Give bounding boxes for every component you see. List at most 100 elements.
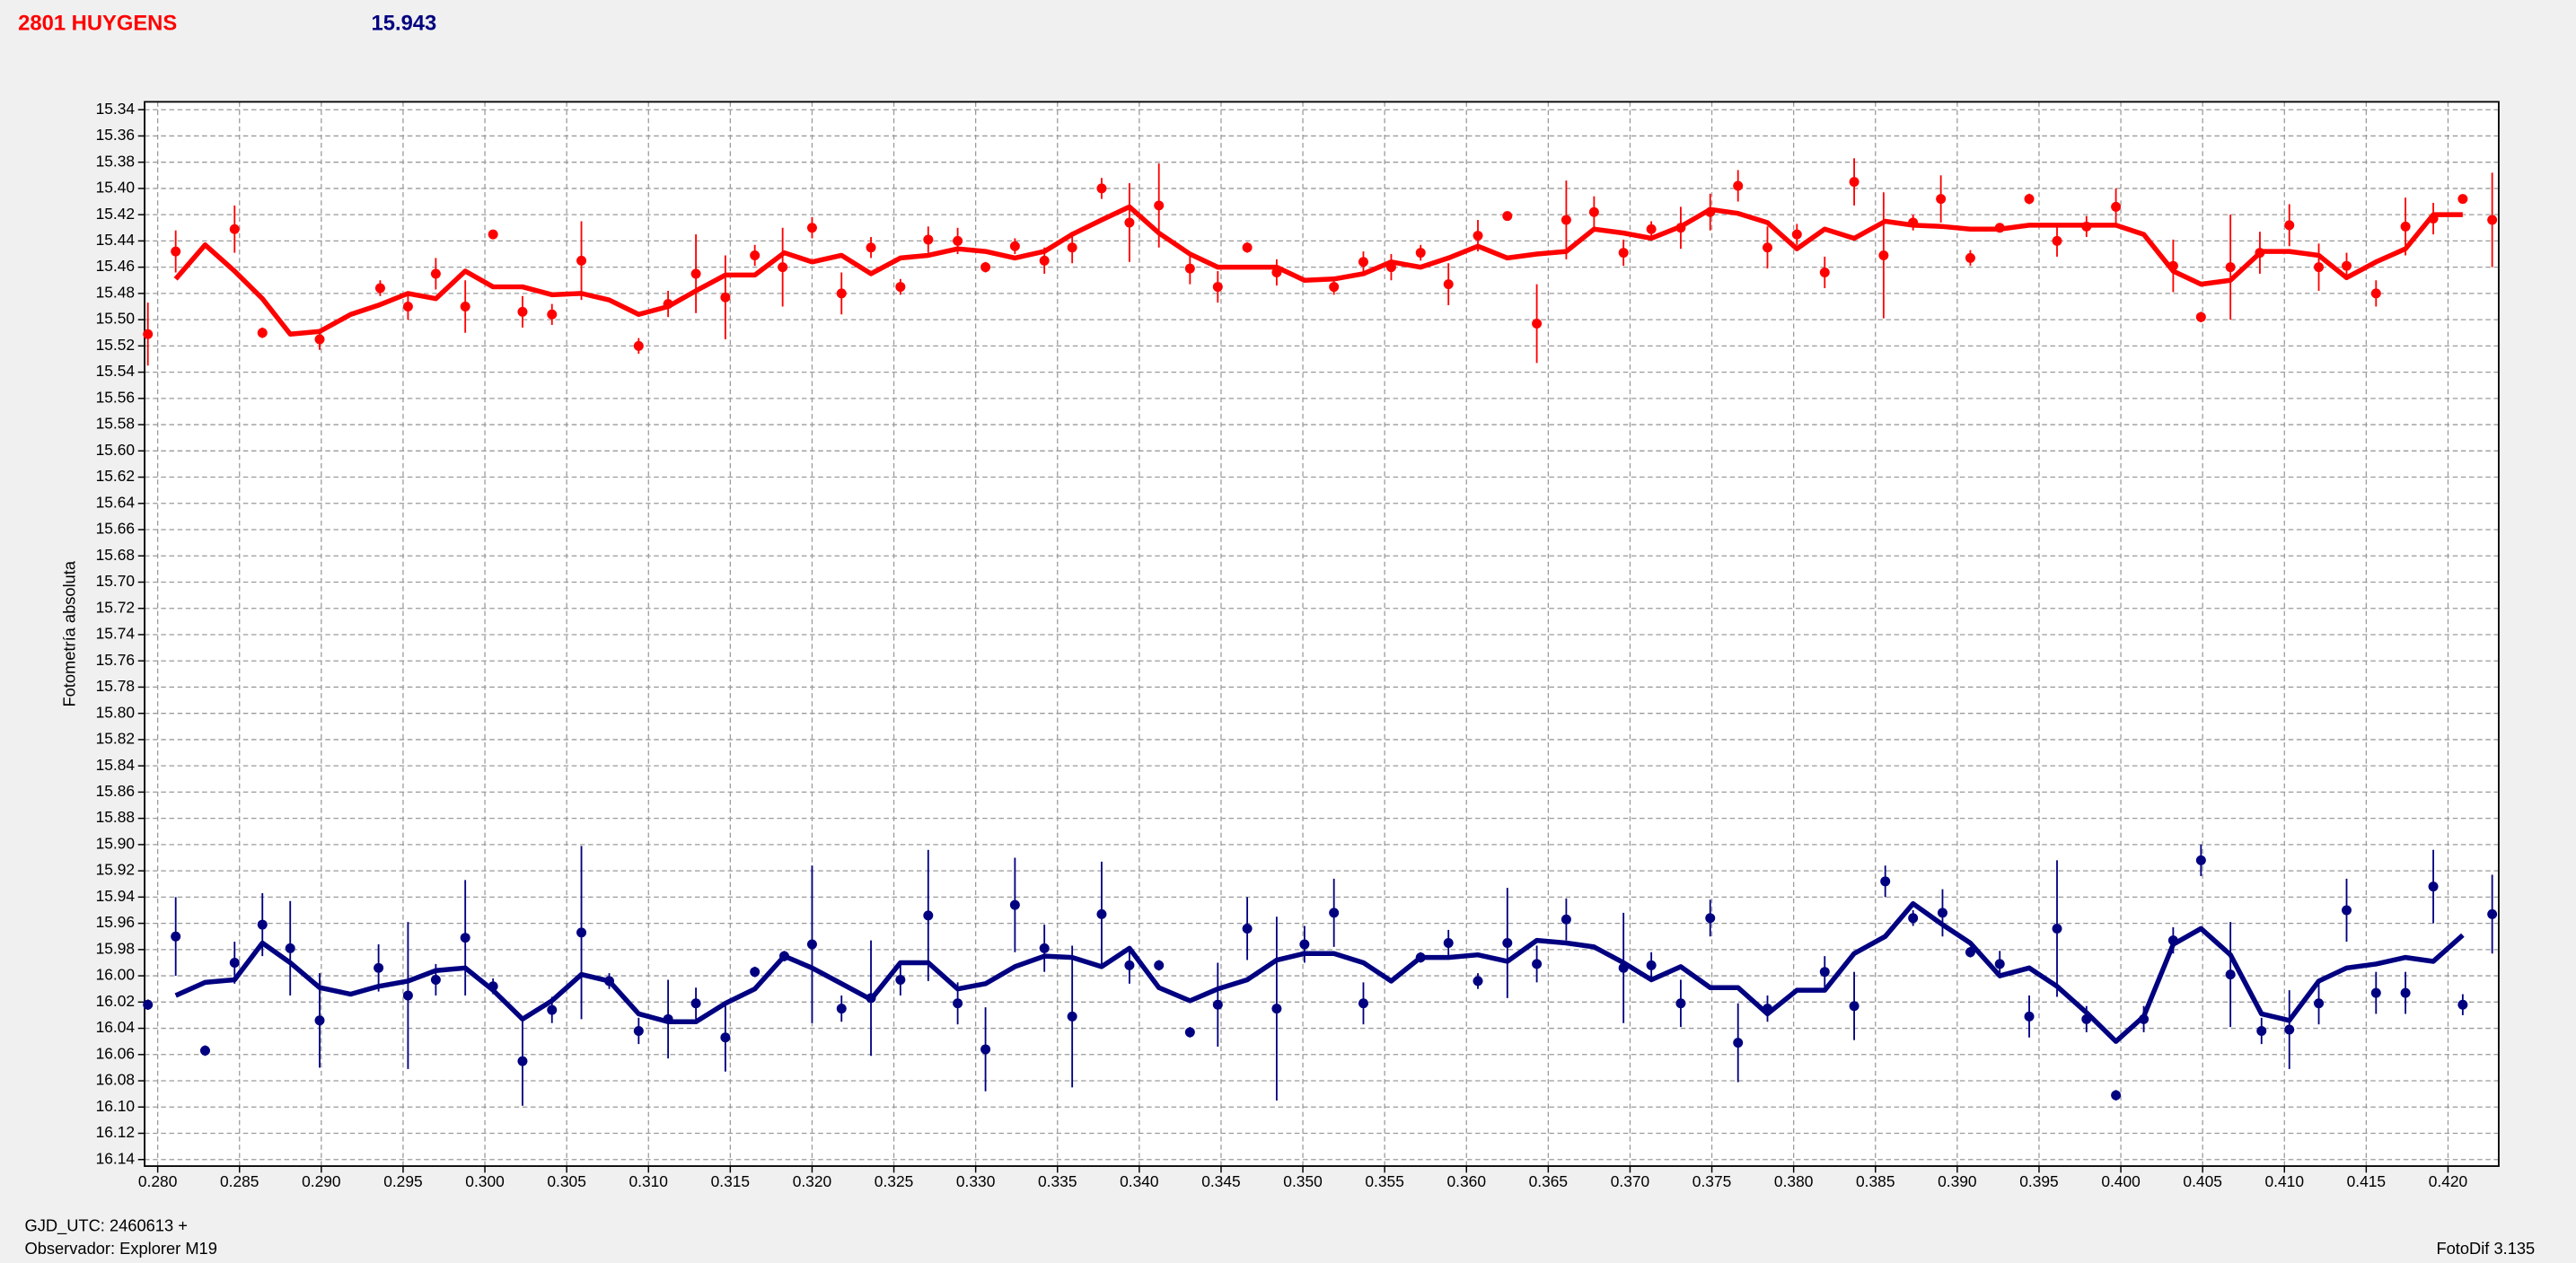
y-tick-label: 15.50 xyxy=(96,310,135,328)
data-point xyxy=(1561,914,1571,925)
data-point xyxy=(460,302,470,311)
data-point xyxy=(1965,947,1975,958)
data-point xyxy=(517,306,528,317)
data-point xyxy=(633,340,644,351)
footer-right: FotoDif 3.135 xyxy=(2436,1239,2535,1258)
data-point xyxy=(1067,242,1077,253)
data-point xyxy=(836,288,847,299)
y-axis-label: Fotometría absoluta xyxy=(60,560,79,706)
y-tick-label: 15.94 xyxy=(96,887,136,905)
y-tick-label: 15.46 xyxy=(96,257,135,275)
data-point xyxy=(1646,224,1657,234)
data-point xyxy=(2081,221,2092,232)
data-point xyxy=(314,1015,325,1026)
data-point xyxy=(229,224,240,234)
y-tick-label: 15.40 xyxy=(96,179,135,197)
data-point xyxy=(1473,976,1483,987)
data-point xyxy=(895,282,906,293)
y-tick-label: 15.38 xyxy=(96,152,135,170)
data-point xyxy=(143,329,154,339)
data-point xyxy=(1212,999,1223,1010)
data-point xyxy=(866,242,876,253)
footer-left: GJD_UTC: 2460613 + xyxy=(25,1216,188,1236)
data-point xyxy=(2457,194,2468,205)
y-tick-label: 15.80 xyxy=(96,703,135,721)
data-point xyxy=(1473,231,1483,241)
data-point xyxy=(2457,999,2468,1010)
x-tick-label: 0.400 xyxy=(2101,1172,2140,1190)
data-point xyxy=(1994,223,2005,233)
data-point xyxy=(285,943,295,953)
data-point xyxy=(633,1025,644,1036)
data-point xyxy=(1242,923,1253,934)
data-point xyxy=(1880,876,1891,887)
data-point xyxy=(488,981,498,992)
x-tick-label: 0.380 xyxy=(1774,1172,1813,1190)
y-tick-label: 15.96 xyxy=(96,913,135,931)
data-point xyxy=(576,927,587,938)
y-tick-label: 16.02 xyxy=(96,992,135,1010)
x-tick-label: 0.420 xyxy=(2429,1172,2467,1190)
x-tick-label: 0.300 xyxy=(465,1172,504,1190)
data-point xyxy=(1908,217,1919,228)
y-tick-label: 15.54 xyxy=(96,362,136,380)
x-tick-label: 0.370 xyxy=(1611,1172,1649,1190)
data-point xyxy=(2284,1024,2295,1035)
data-point xyxy=(1908,913,1919,924)
data-point xyxy=(1965,252,1975,263)
data-point xyxy=(1618,962,1629,973)
y-tick-label: 15.88 xyxy=(96,808,135,826)
data-point xyxy=(663,1013,673,1024)
data-point xyxy=(2167,935,2178,946)
data-point xyxy=(866,993,876,1004)
data-point xyxy=(1618,248,1629,259)
data-point xyxy=(257,328,268,338)
data-point xyxy=(314,334,325,345)
data-point xyxy=(1242,242,1253,253)
data-point xyxy=(2487,215,2498,225)
x-tick-label: 0.375 xyxy=(1692,1172,1731,1190)
data-point xyxy=(1329,908,1340,918)
data-point xyxy=(720,292,731,303)
data-point xyxy=(1937,908,1947,918)
data-point xyxy=(836,1004,847,1014)
data-point xyxy=(2255,248,2265,259)
data-point xyxy=(2195,311,2206,322)
data-point xyxy=(143,999,154,1010)
data-point xyxy=(1502,938,1513,949)
data-point xyxy=(1096,183,1107,194)
y-tick-label: 15.60 xyxy=(96,441,135,459)
data-point xyxy=(2400,221,2411,232)
data-point xyxy=(2111,201,2122,212)
data-point xyxy=(430,974,441,985)
data-point xyxy=(1124,217,1135,228)
data-point xyxy=(1184,1027,1195,1038)
data-point xyxy=(980,262,991,273)
y-tick-label: 16.00 xyxy=(96,966,135,984)
data-point xyxy=(1415,952,1426,963)
x-tick-label: 0.305 xyxy=(547,1172,585,1190)
data-point xyxy=(2314,262,2325,273)
y-tick-label: 15.86 xyxy=(96,782,135,800)
data-point xyxy=(1415,248,1426,259)
data-point xyxy=(980,1044,991,1055)
x-tick-label: 0.325 xyxy=(875,1172,913,1190)
data-point xyxy=(1705,206,1716,217)
data-point xyxy=(1184,263,1195,274)
y-tick-label: 15.82 xyxy=(96,730,135,748)
data-point xyxy=(923,234,934,245)
data-point xyxy=(806,939,817,950)
smoothed-line xyxy=(174,900,2465,1044)
data-point xyxy=(2052,235,2062,246)
y-tick-label: 15.62 xyxy=(96,467,135,485)
data-point xyxy=(1936,194,1947,205)
data-point xyxy=(1271,267,1282,277)
x-tick-label: 0.340 xyxy=(1120,1172,1158,1190)
data-point xyxy=(778,951,789,961)
subtitle: 15.943 xyxy=(372,12,437,36)
data-point xyxy=(1675,223,1686,233)
x-tick-label: 0.365 xyxy=(1529,1172,1568,1190)
data-point xyxy=(1502,211,1513,222)
